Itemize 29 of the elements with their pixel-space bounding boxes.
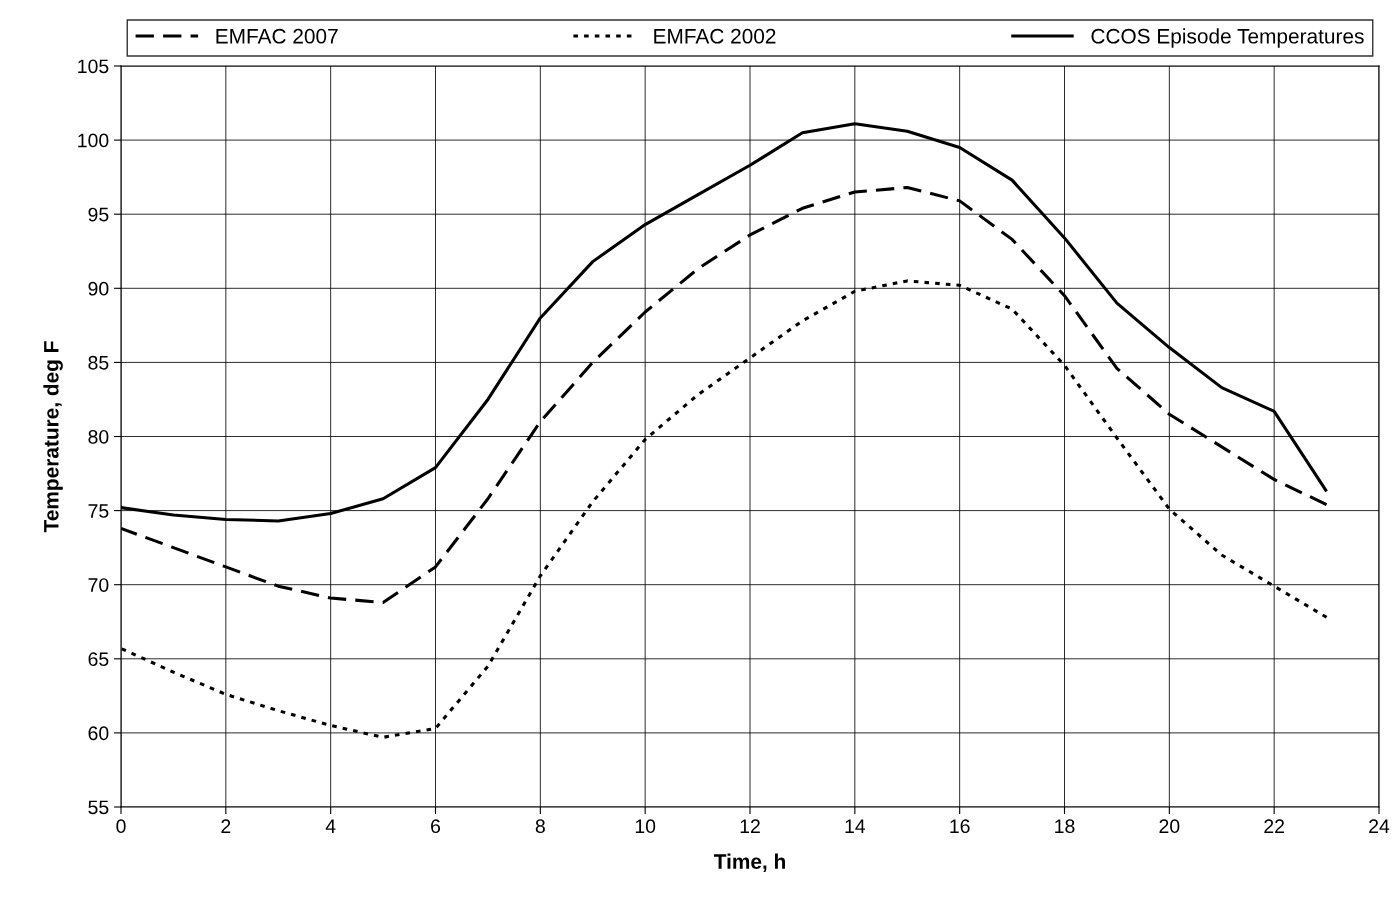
x-tick-label: 14 — [845, 819, 866, 833]
x-tick-label: 6 — [431, 819, 441, 834]
legend-label: EMFAC 2007 — [216, 28, 338, 44]
x-tick-label: 10 — [635, 819, 656, 834]
x-tick-label: 8 — [535, 819, 545, 834]
y-tick-label: 100 — [78, 133, 109, 148]
x-tick-label: 12 — [740, 819, 760, 833]
legend-label: EMFAC 2002 — [654, 28, 776, 44]
y-axis-title: Temperature, deg F — [43, 341, 63, 533]
y-tick-label: 105 — [78, 59, 109, 74]
x-tick-label: 20 — [1159, 819, 1180, 834]
y-tick-label: 55 — [88, 800, 109, 815]
x-tick-label: 22 — [1264, 819, 1285, 833]
y-tick-label: 95 — [88, 207, 109, 222]
y-tick-label: 65 — [88, 652, 109, 667]
y-tick-label: 60 — [88, 726, 109, 741]
y-tick-label: 85 — [88, 355, 109, 370]
x-tick-label: 0 — [116, 819, 126, 834]
x-tick-label: 18 — [1055, 819, 1075, 834]
y-tick-label: 90 — [88, 281, 109, 296]
y-tick-label: 80 — [88, 429, 109, 444]
x-tick-label: 24 — [1369, 819, 1390, 833]
legend-label: CCOS Episode Temperatures — [1091, 28, 1364, 48]
x-axis-title: Time, h — [713, 853, 785, 872]
y-tick-label: 75 — [88, 504, 109, 518]
x-tick-label: 4 — [325, 819, 336, 833]
x-tick-label: 16 — [950, 819, 970, 834]
y-tick-label: 70 — [88, 578, 109, 592]
x-tick-label: 2 — [221, 819, 231, 833]
